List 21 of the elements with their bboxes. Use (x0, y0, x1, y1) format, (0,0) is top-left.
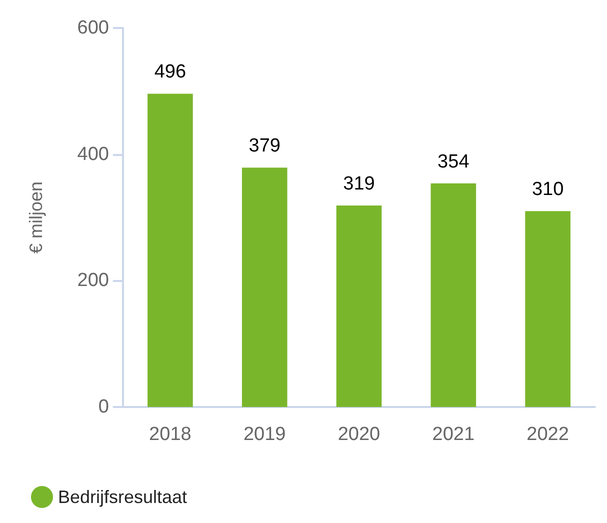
y-tick-label: 400 (77, 144, 109, 165)
data-label: 319 (343, 174, 375, 194)
bar (525, 211, 570, 407)
data-label: 496 (154, 62, 186, 83)
data-label: 310 (532, 179, 564, 200)
bar (430, 183, 476, 407)
bar (336, 206, 382, 407)
x-tick-label: 2022 (526, 424, 569, 445)
data-label: 379 (248, 136, 280, 157)
x-tick-label: 2021 (432, 424, 475, 445)
x-tick-label: 2019 (243, 424, 286, 445)
x-tick-label: 2020 (338, 424, 380, 445)
y-axis-title: € miljoen (26, 181, 46, 254)
y-tick-label: 200 (77, 270, 109, 292)
data-label: 354 (438, 151, 470, 172)
bar (148, 94, 193, 407)
y-tick-label: 600 (77, 18, 109, 38)
y-tick-label: 0 (98, 396, 109, 418)
legend-label: Bedrijfsresultaat (58, 487, 188, 507)
x-tick-label: 2018 (149, 424, 192, 445)
bar (242, 168, 288, 407)
